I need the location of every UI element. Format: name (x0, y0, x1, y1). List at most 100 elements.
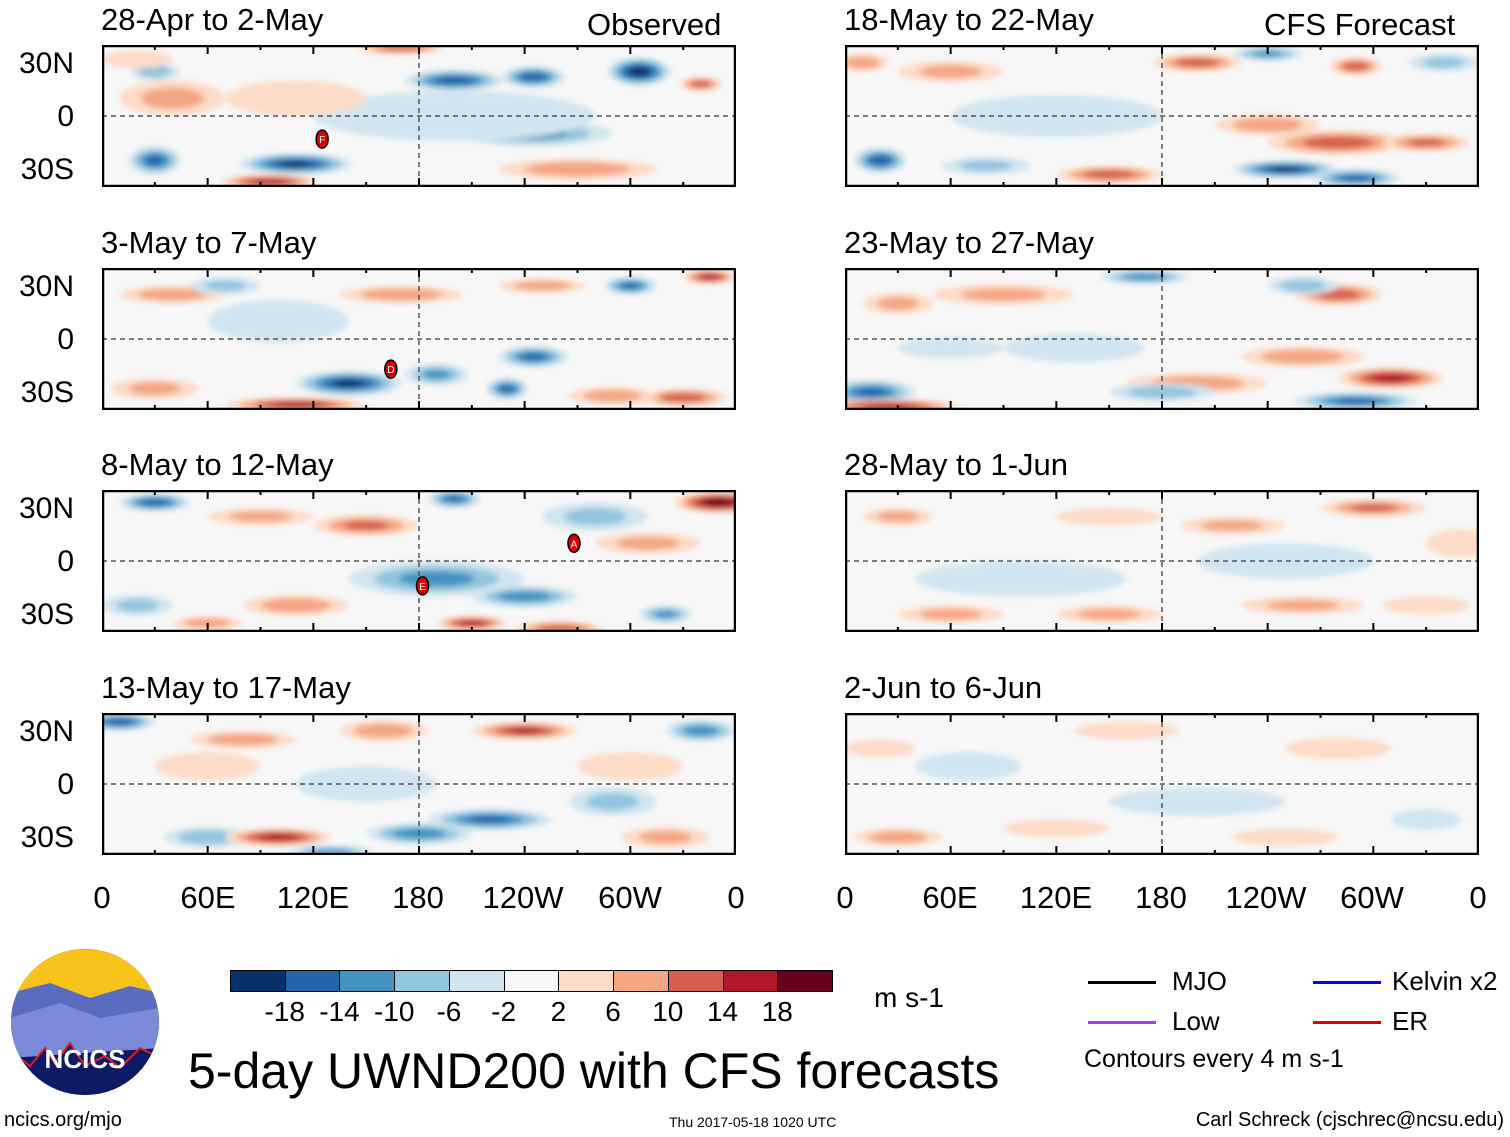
observed-label: Observed (587, 7, 722, 42)
wind-anomaly-contour (915, 752, 1022, 781)
wind-anomaly-contour (228, 511, 293, 522)
wind-anomaly-contour (140, 87, 205, 109)
colorbar-label: -18 (264, 996, 305, 1027)
colorbar-label: 2 (550, 996, 567, 1027)
wind-anomaly-contour (500, 385, 515, 393)
colorbar-swatch (230, 970, 286, 992)
panel-title: 23-May to 27-May (844, 225, 1094, 260)
ncics-logo: NCICS (11, 949, 159, 1095)
panel-title: 18-May to 22-May (844, 2, 1094, 37)
wind-anomaly-contour (1390, 808, 1462, 831)
map-panel: F (102, 45, 736, 187)
wind-anomaly-contour (116, 598, 159, 612)
lat-label: 30N (18, 715, 74, 748)
wind-anomaly-contour (512, 281, 572, 291)
legend-low-line (1088, 1021, 1156, 1024)
wind-anomaly-contour (959, 160, 1013, 172)
wind-anomaly-contour (1232, 117, 1303, 132)
panel-border (102, 490, 736, 632)
source-url[interactable]: ncics.org/mjo (4, 1109, 122, 1131)
wind-anomaly-contour (140, 498, 169, 506)
wind-anomaly-contour (856, 388, 887, 397)
lon-label-left-60e: 60E (180, 880, 236, 915)
wind-anomaly-contour (1261, 349, 1344, 364)
wind-anomaly-contour (225, 80, 367, 116)
wind-anomaly-contour (138, 65, 172, 78)
wind-anomaly-contour (690, 80, 712, 88)
wind-anomaly-contour (1126, 386, 1198, 399)
wind-anomaly-contour (128, 382, 182, 396)
colorbar-label: -2 (491, 996, 517, 1027)
legend-kelvin-line (1313, 981, 1381, 984)
wind-anomaly-contour (354, 723, 414, 738)
tropical-cyclone-marker: D (384, 359, 398, 379)
panel-border (845, 268, 1479, 410)
lat-label: 30N (18, 270, 74, 303)
map-panel: AE (102, 490, 736, 632)
colorbar-swatch (667, 970, 724, 992)
map-panel (102, 713, 736, 855)
panel-title: 2-Jun to 6-Jun (844, 670, 1043, 705)
wind-anomaly-contour (260, 598, 331, 613)
wind-anomaly-contour (498, 591, 552, 602)
lon-label-left-60w: 60W (598, 880, 662, 915)
wind-anomaly-contour (256, 833, 300, 841)
wind-anomaly-contour (434, 76, 474, 85)
wind-anomaly-contour (1122, 273, 1167, 281)
map-panel (845, 268, 1479, 410)
lon-label-left-120w: 120W (482, 880, 564, 915)
wind-anomaly-contour (1109, 787, 1286, 816)
wind-anomaly-contour (1200, 520, 1265, 531)
lat-label: 0 (57, 768, 74, 801)
wind-anomaly-contour (1056, 507, 1162, 526)
wind-anomaly-contour (961, 288, 1046, 302)
map-panel (845, 490, 1479, 632)
wind-anomaly-contour (1342, 61, 1369, 71)
lon-label-left-0: 0 (93, 880, 111, 915)
wind-anomaly-contour (204, 280, 247, 292)
wind-anomaly-contour (178, 830, 238, 845)
wind-anomaly-contour (876, 511, 919, 522)
lon-label-left-360: 0 (727, 880, 745, 915)
wind-anomaly-contour (1077, 608, 1141, 620)
lon-label-right-60e: 60E (922, 880, 978, 915)
wind-anomaly-contour (1175, 58, 1220, 68)
panel-title: 8-May to 12-May (101, 447, 334, 482)
lon-label-right-120e: 120E (1019, 880, 1093, 915)
wind-anomaly-contour (703, 498, 734, 506)
tropical-cyclone-marker: A (567, 533, 581, 553)
wind-anomaly-contour (621, 282, 640, 289)
wind-anomaly-contour (654, 610, 677, 619)
wind-anomaly-contour (249, 178, 290, 185)
timestamp: Thu 2017-05-18 1020 UTC (669, 1114, 837, 1130)
wind-anomaly-contour (1082, 170, 1136, 180)
wind-anomaly-contour (457, 620, 486, 626)
wind-anomaly-contour (1382, 596, 1471, 615)
colorbar-swatch (503, 970, 560, 992)
wind-anomaly-contour (845, 56, 881, 69)
wind-anomaly-contour (1003, 819, 1110, 838)
lon-label-left-180: 180 (392, 880, 444, 915)
legend-er-label: ER (1392, 1006, 1429, 1036)
tropical-cyclone-marker: E (415, 576, 430, 596)
legend-mjo-line (1088, 981, 1156, 984)
colorbar-label: 14 (706, 996, 739, 1027)
wind-anomaly-contour (334, 379, 363, 387)
panel-border (102, 268, 736, 410)
wind-anomaly-contour (280, 161, 312, 167)
panel-title: 28-May to 1-Jun (844, 447, 1068, 482)
wind-anomaly-contour (1003, 333, 1145, 363)
wind-anomaly-contour (1422, 57, 1465, 69)
wind-anomaly-contour (445, 495, 464, 502)
svg-text:E: E (419, 582, 426, 593)
panel-border (102, 45, 736, 187)
wind-anomaly-contour (398, 571, 475, 587)
wind-anomaly-contour (343, 520, 389, 531)
colorbar-units: m s-1 (874, 982, 944, 1013)
wind-anomaly-contour (102, 50, 173, 69)
legend-er-line (1313, 1021, 1381, 1024)
lat-label: 30S (20, 376, 74, 409)
wind-anomaly-contour (918, 608, 983, 620)
credit: Carl Schreck (cjschrec@ncsu.edu) (1195, 1109, 1504, 1131)
